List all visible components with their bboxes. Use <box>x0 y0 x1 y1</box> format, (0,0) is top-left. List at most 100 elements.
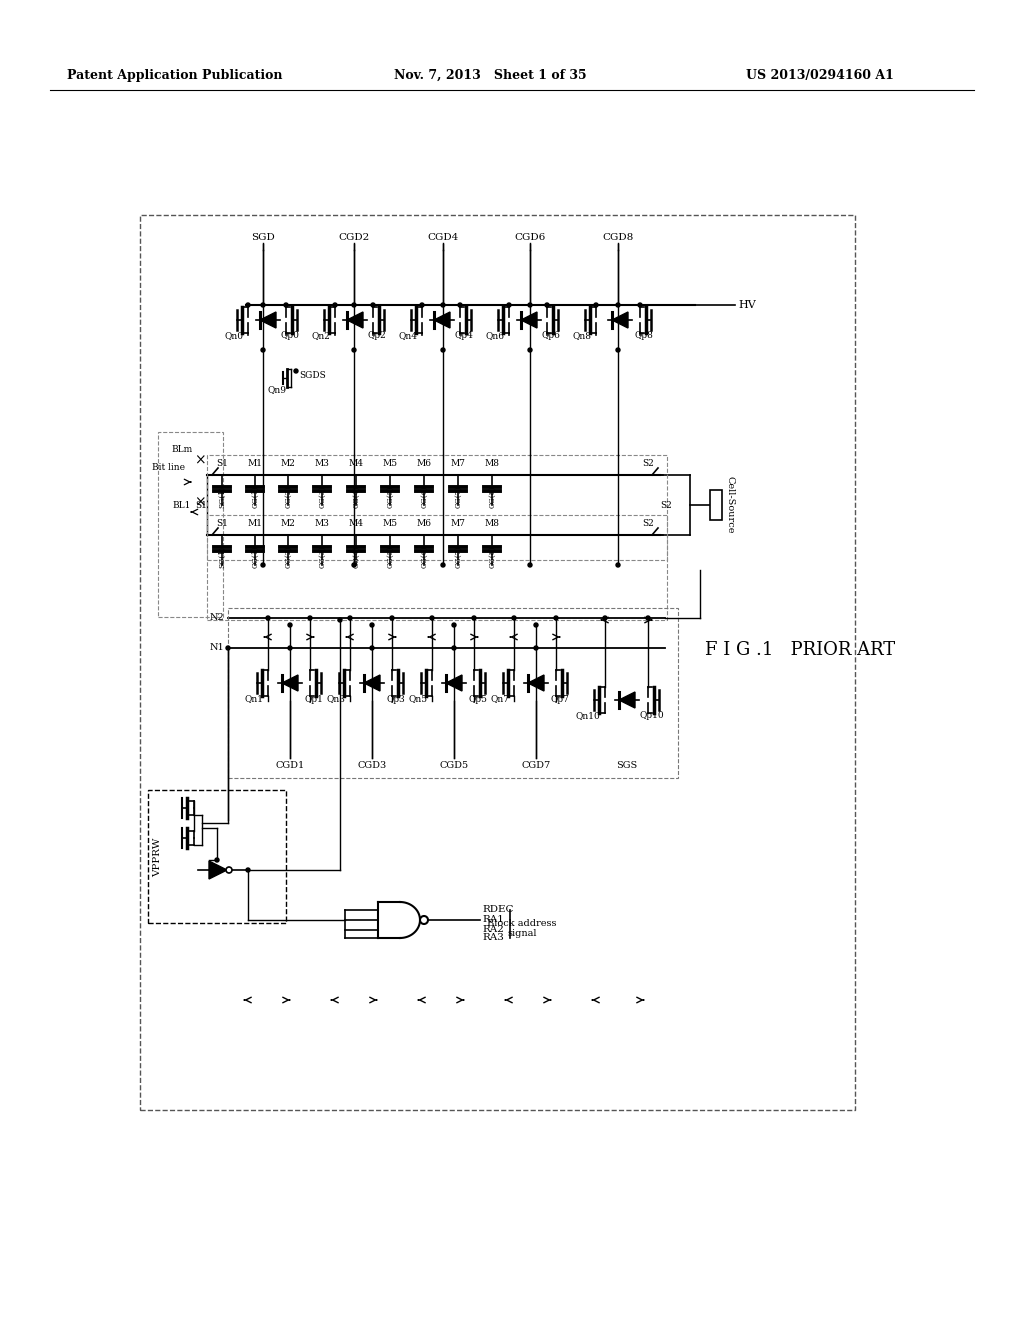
Text: CG(7): CG(7) <box>454 486 462 508</box>
Polygon shape <box>521 312 537 327</box>
Text: M4: M4 <box>348 458 364 467</box>
Text: M7: M7 <box>451 520 466 528</box>
Text: US 2013/0294160 A1: US 2013/0294160 A1 <box>746 69 894 82</box>
Circle shape <box>226 867 232 873</box>
Text: M7: M7 <box>451 458 466 467</box>
Circle shape <box>352 304 356 308</box>
Polygon shape <box>209 861 227 879</box>
Text: M1: M1 <box>248 520 262 528</box>
Bar <box>207 515 667 620</box>
Circle shape <box>472 616 476 620</box>
Text: S1: S1 <box>216 520 228 528</box>
Text: CGD8: CGD8 <box>602 232 634 242</box>
Text: CGD3: CGD3 <box>357 760 387 770</box>
Polygon shape <box>347 312 362 327</box>
Circle shape <box>616 304 620 308</box>
Circle shape <box>638 304 642 308</box>
Circle shape <box>370 645 374 649</box>
Text: N2: N2 <box>209 614 224 623</box>
Text: CG(6): CG(6) <box>420 545 428 569</box>
Bar <box>207 455 667 560</box>
Text: CG(5): CG(5) <box>386 545 394 569</box>
Text: M8: M8 <box>484 458 500 467</box>
Text: BL1: BL1 <box>173 500 191 510</box>
Text: Qp2: Qp2 <box>368 331 386 341</box>
Circle shape <box>616 348 620 352</box>
Text: Qp4: Qp4 <box>455 331 473 341</box>
Text: M6: M6 <box>417 458 431 467</box>
Text: CGD7: CGD7 <box>521 760 551 770</box>
Text: Qp7: Qp7 <box>551 694 569 704</box>
Circle shape <box>338 618 342 622</box>
Text: F I G .1   PRIOR ART: F I G .1 PRIOR ART <box>705 642 895 659</box>
Text: CG(1): CG(1) <box>251 486 259 508</box>
Text: HV: HV <box>738 300 756 310</box>
Text: CGD2: CGD2 <box>338 232 370 242</box>
Circle shape <box>420 916 428 924</box>
Text: M8: M8 <box>484 520 500 528</box>
Circle shape <box>441 564 445 568</box>
Text: M6: M6 <box>417 520 431 528</box>
Text: S2: S2 <box>642 520 654 528</box>
Polygon shape <box>528 675 544 690</box>
Text: Qn3: Qn3 <box>327 694 345 704</box>
Text: Qn5: Qn5 <box>409 694 428 704</box>
Text: M4: M4 <box>348 520 364 528</box>
Circle shape <box>545 304 549 308</box>
Text: CGD1: CGD1 <box>275 760 304 770</box>
Polygon shape <box>434 312 450 327</box>
Circle shape <box>370 623 374 627</box>
Circle shape <box>246 869 250 873</box>
Text: CG(5): CG(5) <box>386 486 394 508</box>
Circle shape <box>554 616 558 620</box>
Text: Qp5: Qp5 <box>469 694 487 704</box>
Bar <box>710 490 722 520</box>
Polygon shape <box>612 312 628 327</box>
Circle shape <box>441 348 445 352</box>
Text: M3: M3 <box>314 520 330 528</box>
Text: SG(1): SG(1) <box>218 546 226 568</box>
Circle shape <box>534 645 538 649</box>
Text: CG(6): CG(6) <box>420 486 428 508</box>
Circle shape <box>261 304 265 308</box>
Circle shape <box>594 304 598 308</box>
Circle shape <box>441 304 445 308</box>
Text: CGD4: CGD4 <box>427 232 459 242</box>
Text: Qn8: Qn8 <box>572 331 592 341</box>
Text: ×: × <box>195 453 206 467</box>
Text: S1: S1 <box>216 458 228 467</box>
Polygon shape <box>446 675 462 690</box>
Text: Qp3: Qp3 <box>387 694 406 704</box>
Circle shape <box>284 304 288 308</box>
Text: M2: M2 <box>281 520 296 528</box>
Circle shape <box>266 616 270 620</box>
Circle shape <box>348 616 352 620</box>
Text: Qp8: Qp8 <box>635 331 653 341</box>
Text: SG(1): SG(1) <box>218 486 226 508</box>
Circle shape <box>528 304 532 308</box>
Circle shape <box>288 645 292 649</box>
Text: S1: S1 <box>196 500 207 510</box>
Circle shape <box>528 564 532 568</box>
Text: RA3: RA3 <box>482 933 504 942</box>
Text: M2: M2 <box>281 458 296 467</box>
Circle shape <box>507 304 511 308</box>
Text: SGD: SGD <box>251 232 274 242</box>
Circle shape <box>452 623 456 627</box>
Text: Qp0: Qp0 <box>281 331 299 341</box>
Circle shape <box>458 304 462 308</box>
Circle shape <box>616 564 620 568</box>
Bar <box>148 789 286 923</box>
Text: Qn0: Qn0 <box>224 331 244 341</box>
Text: M1: M1 <box>248 458 262 467</box>
Circle shape <box>390 616 394 620</box>
Text: Block address: Block address <box>487 920 557 928</box>
Text: M3: M3 <box>314 458 330 467</box>
Text: S2: S2 <box>660 500 672 510</box>
Circle shape <box>333 304 337 308</box>
Text: Qn9: Qn9 <box>267 385 287 395</box>
Circle shape <box>308 616 312 620</box>
Text: SGDS: SGDS <box>299 371 326 380</box>
Text: CG(4): CG(4) <box>352 486 360 508</box>
Circle shape <box>215 858 219 862</box>
